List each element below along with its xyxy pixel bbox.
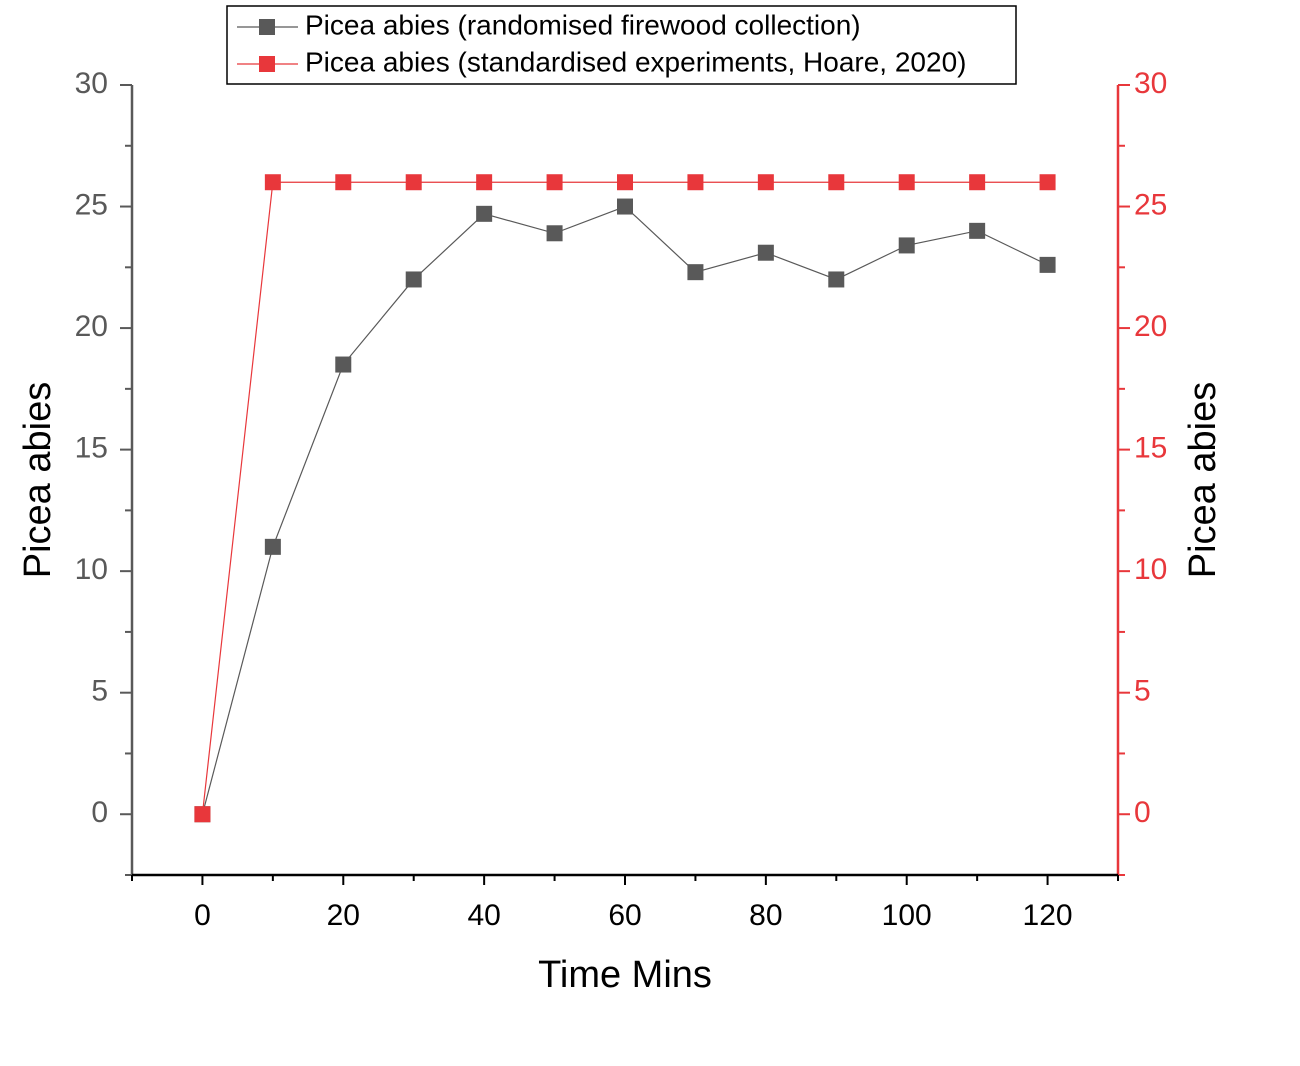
marker — [687, 174, 704, 191]
marker — [335, 356, 352, 373]
marker — [405, 271, 422, 288]
y-tick-label: 5 — [91, 675, 108, 708]
marker — [1039, 256, 1056, 273]
marker — [969, 222, 986, 239]
y2-tick-label: 5 — [1134, 675, 1151, 708]
x-tick-label: 120 — [1023, 899, 1073, 932]
x-tick-label: 20 — [327, 899, 360, 932]
marker — [617, 198, 633, 215]
marker — [264, 538, 281, 555]
y-tick-label: 15 — [75, 432, 108, 465]
marker — [828, 271, 845, 288]
legend-marker — [259, 19, 275, 35]
marker — [476, 174, 493, 191]
legend-box — [226, 5, 1017, 85]
marker — [405, 174, 422, 191]
y2-tick-label: 20 — [1134, 310, 1167, 343]
y2-tick-label: 15 — [1134, 432, 1167, 465]
x-axis-label: Time Mins — [538, 954, 712, 996]
marker — [757, 244, 774, 261]
marker — [969, 174, 986, 191]
marker — [546, 174, 563, 191]
x-tick-label: 40 — [467, 899, 500, 932]
marker — [335, 174, 352, 191]
x-tick-label: 100 — [882, 899, 932, 932]
marker — [898, 237, 915, 254]
marker — [194, 806, 211, 823]
y2-tick-label: 30 — [1134, 67, 1167, 100]
marker — [617, 174, 633, 191]
y2-tick-label: 25 — [1134, 188, 1167, 221]
legend-label: Picea abies (standardised experiments, H… — [305, 46, 966, 77]
series-line — [201, 205, 1048, 815]
y2-tick-label: 10 — [1134, 553, 1167, 586]
y-tick-label: 10 — [75, 553, 108, 586]
y2-axis-label: Picea abies — [1182, 382, 1224, 578]
y-tick-label: 30 — [75, 67, 108, 100]
marker — [828, 174, 845, 191]
legend-label: Picea abies (randomised firewood collect… — [305, 9, 861, 40]
x-tick-label: 0 — [194, 899, 211, 932]
marker — [1039, 174, 1056, 191]
marker — [476, 205, 493, 222]
marker — [898, 174, 915, 191]
x-tick-label: 80 — [749, 899, 782, 932]
marker — [264, 174, 281, 191]
marker — [757, 174, 774, 191]
y-tick-label: 25 — [75, 188, 108, 221]
x-tick-label: 60 — [608, 899, 641, 932]
y2-tick-label: 0 — [1134, 796, 1151, 829]
y-axis-label: Picea abies — [17, 382, 59, 578]
y-tick-label: 20 — [75, 310, 108, 343]
legend-marker — [259, 56, 275, 72]
marker — [546, 225, 563, 242]
series-line — [201, 181, 1048, 815]
y-tick-label: 0 — [91, 796, 108, 829]
marker — [687, 264, 704, 281]
